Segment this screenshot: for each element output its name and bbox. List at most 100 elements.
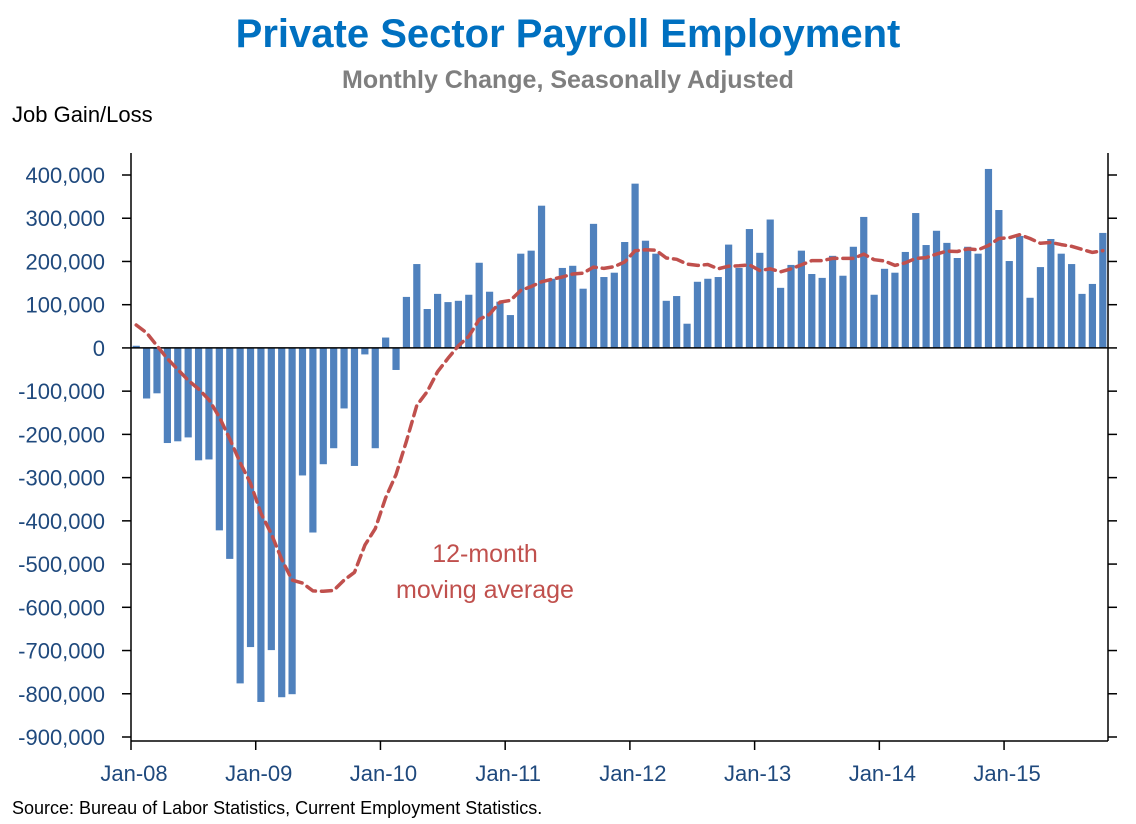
y-tick-label: -600,000 [18,595,105,620]
bar [631,183,639,348]
y-axis-label: Job Gain/Loss [12,102,153,127]
y-tick-label: -200,000 [18,422,105,447]
bar [870,294,878,348]
bar [579,288,587,348]
bar [766,219,774,348]
bar [912,213,920,348]
bar [246,347,255,648]
bar [808,273,816,348]
bar [163,347,171,444]
bar [589,223,598,348]
annotation-line-1: 12-month [432,540,538,568]
bar [1068,264,1076,348]
x-tick-label: Jan-09 [225,761,292,786]
bar [153,347,161,394]
bar [922,245,930,348]
bar [257,347,265,702]
bar [465,294,473,348]
bar [1026,297,1034,348]
y-tick-label: 400,000 [25,163,105,188]
bar [828,255,837,348]
bar [267,347,275,651]
bar [132,345,140,348]
bar [995,210,1003,348]
bar [745,229,754,348]
bar [194,347,203,461]
bar [319,347,327,465]
chart-title: Private Sector Payroll Employment [235,12,901,56]
y-tick-label: -300,000 [18,466,105,491]
bar [330,347,338,449]
bar [558,267,566,348]
bar [361,347,369,355]
y-tick-label: 300,000 [25,206,105,231]
bar [600,277,608,348]
bar [901,251,909,348]
bar [142,347,151,399]
bar [434,293,442,348]
y-tick-label: -800,000 [18,682,105,707]
bar [984,168,993,348]
bar [226,347,234,559]
bar [1047,238,1055,348]
bar [673,296,681,348]
chart-subtitle: Monthly Change, Seasonally Adjusted [342,66,794,94]
bar [506,315,514,348]
bar [683,323,691,348]
bar [662,300,670,348]
bar [756,252,764,348]
bar [1078,293,1086,348]
bar [278,347,286,698]
bar [860,216,868,348]
bar [641,240,650,348]
bar [1099,232,1107,348]
bar [288,347,296,695]
bar [392,347,400,370]
bar [402,296,411,348]
bar [454,300,462,348]
x-tick-label: Jan-15 [973,761,1040,786]
bar [350,347,359,466]
bar [340,347,348,409]
moving-average-annotation: 12-month moving average [385,536,585,608]
bar [444,302,452,348]
bar [548,278,556,348]
bar [797,250,805,348]
y-tick-label: -400,000 [18,509,105,534]
bar [652,253,660,348]
bar [174,347,182,442]
bar [725,244,733,348]
bar [1005,261,1013,348]
bar [371,347,379,449]
bar [1057,253,1065,348]
x-tick-label: Jan-10 [350,761,417,786]
bar [423,309,431,348]
y-tick-label: -500,000 [18,552,105,577]
annotation-line-2: moving average [396,576,574,604]
moving-average-line [134,232,1105,594]
bar [974,253,982,348]
bar [735,267,743,348]
bar [184,347,192,438]
bar [932,230,941,348]
source-note: Source: Bureau of Labor Statistics, Curr… [12,798,543,818]
bar [205,347,213,460]
bar [839,275,847,348]
x-tick-label: Jan-14 [849,761,916,786]
bar [1036,267,1045,348]
bar [621,242,629,348]
y-tick-label: -900,000 [18,725,105,750]
bar [704,278,712,348]
bar [309,347,317,533]
bar [818,277,826,348]
bar [964,246,972,348]
bar [849,246,857,348]
y-tick-label: 100,000 [25,293,105,318]
y-tick-label: 0 [93,336,105,361]
bar [537,205,546,348]
x-tick-label: Jan-11 [475,761,541,786]
y-tick-label: 200,000 [25,249,105,274]
bar [496,301,504,348]
bar [953,258,961,348]
